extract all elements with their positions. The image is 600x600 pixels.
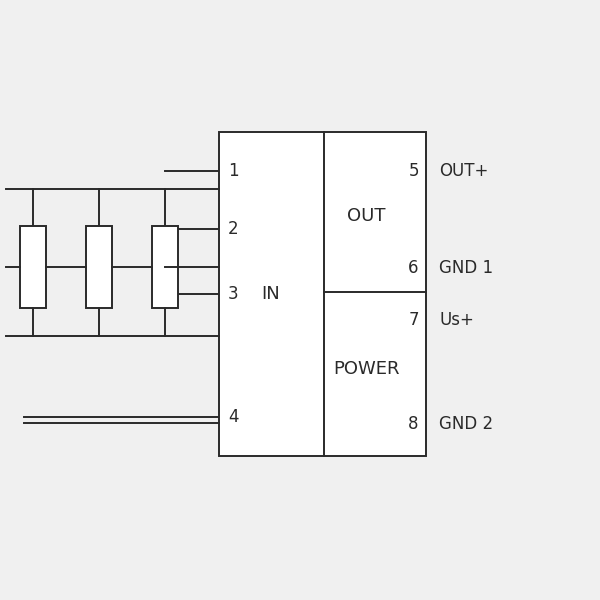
Bar	[20, 226, 46, 308]
Text: 6: 6	[408, 259, 419, 277]
Text: IN: IN	[262, 285, 280, 303]
Text: 5: 5	[408, 162, 419, 180]
Bar	[86, 226, 112, 308]
Bar	[219, 132, 426, 456]
Text: 4: 4	[228, 408, 239, 426]
Bar	[152, 226, 178, 308]
Text: 1: 1	[228, 162, 239, 180]
Text: Us+: Us+	[439, 311, 474, 329]
Text: GND 2: GND 2	[439, 415, 493, 433]
Text: GND 1: GND 1	[439, 259, 493, 277]
Text: POWER: POWER	[334, 359, 400, 377]
Text: OUT+: OUT+	[439, 162, 488, 180]
Text: 8: 8	[408, 415, 419, 433]
Text: 2: 2	[228, 220, 239, 238]
Text: OUT: OUT	[347, 207, 386, 225]
Text: 7: 7	[408, 311, 419, 329]
Text: 3: 3	[228, 285, 239, 303]
